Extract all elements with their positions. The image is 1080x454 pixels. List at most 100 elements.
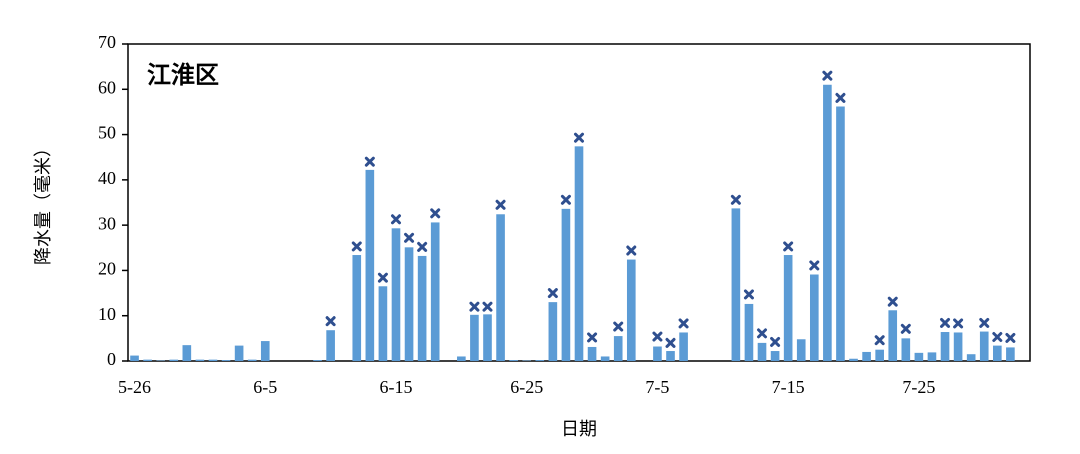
y-tick-label: 0 (107, 349, 116, 369)
y-tick-label: 30 (98, 213, 116, 233)
bar (535, 360, 544, 361)
y-tick-label: 70 (98, 32, 116, 52)
bar (392, 228, 401, 361)
x-tick-label: 6-25 (510, 377, 543, 397)
bar (261, 341, 270, 361)
bar (666, 351, 675, 361)
bar (810, 275, 819, 361)
x-marker (667, 339, 674, 346)
bar (679, 332, 688, 361)
bar (849, 359, 858, 361)
bar (875, 350, 884, 361)
x-marker (419, 243, 426, 250)
x-marker (615, 323, 622, 330)
x-tick-label: 6-15 (379, 377, 412, 397)
bar (549, 302, 558, 361)
bar (562, 209, 571, 361)
y-tick-label: 50 (98, 123, 116, 143)
bar (483, 314, 492, 361)
bar (732, 208, 741, 361)
bar (967, 354, 976, 361)
y-tick-label: 20 (98, 259, 116, 279)
bar (183, 345, 192, 361)
x-tick-label: 7-5 (645, 377, 669, 397)
x-marker (392, 216, 399, 223)
bar (130, 356, 139, 361)
bar (901, 338, 910, 361)
x-marker (955, 320, 962, 327)
x-tick-label: 7-25 (902, 377, 935, 397)
bar (366, 170, 375, 361)
x-marker (549, 290, 556, 297)
bar (836, 106, 845, 361)
x-marker (654, 333, 661, 340)
bar (928, 352, 937, 361)
bar (169, 360, 178, 361)
x-marker (981, 319, 988, 326)
y-tick-label: 60 (98, 77, 116, 97)
bar (627, 260, 636, 361)
x-marker (406, 234, 413, 241)
bar (418, 256, 427, 361)
x-marker (837, 94, 844, 101)
x-marker (902, 325, 909, 332)
x-marker (327, 318, 334, 325)
bar (509, 360, 518, 361)
x-marker (471, 303, 478, 310)
chart-title: 江淮区 (147, 61, 219, 89)
x-marker (353, 243, 360, 250)
y-axis-label: 降水量（毫米） (33, 139, 54, 265)
bar (326, 330, 335, 361)
bar (745, 304, 754, 361)
x-marker (484, 303, 491, 310)
bar (405, 247, 414, 361)
bar (601, 356, 610, 361)
x-marker (889, 298, 896, 305)
x-marker (745, 291, 752, 298)
x-marker (589, 334, 596, 341)
y-tick-label: 10 (98, 304, 116, 324)
bar (614, 336, 623, 361)
x-marker (994, 333, 1001, 340)
bar (653, 347, 662, 361)
bar (954, 332, 963, 361)
bar (470, 315, 479, 361)
bar (758, 343, 767, 361)
bar (496, 214, 505, 361)
bar (222, 360, 231, 361)
x-marker (785, 243, 792, 250)
bar (980, 332, 989, 361)
bar (771, 351, 780, 361)
x-tick-label: 5-26 (118, 377, 151, 397)
bar (235, 346, 244, 361)
x-marker (432, 210, 439, 217)
x-marker (759, 330, 766, 337)
bar (248, 360, 257, 361)
x-marker (562, 196, 569, 203)
x-marker (628, 247, 635, 254)
bar (196, 360, 205, 361)
x-tick-label: 6-5 (253, 377, 277, 397)
bar (797, 339, 806, 361)
x-marker (772, 338, 779, 345)
x-marker (732, 196, 739, 203)
bar (862, 352, 871, 361)
bar (209, 360, 218, 361)
x-marker (824, 72, 831, 79)
x-marker (379, 274, 386, 281)
bar (575, 146, 584, 361)
x-tick-label: 7-15 (772, 377, 805, 397)
bar (313, 360, 322, 361)
bar (823, 85, 832, 361)
x-marker (1007, 334, 1014, 341)
x-marker (876, 337, 883, 344)
bar (588, 347, 597, 361)
x-marker (680, 320, 687, 327)
bar (352, 255, 361, 361)
bar (993, 346, 1002, 361)
bar (784, 255, 793, 361)
bar (379, 286, 388, 361)
bar (915, 353, 924, 361)
bar (941, 332, 950, 361)
